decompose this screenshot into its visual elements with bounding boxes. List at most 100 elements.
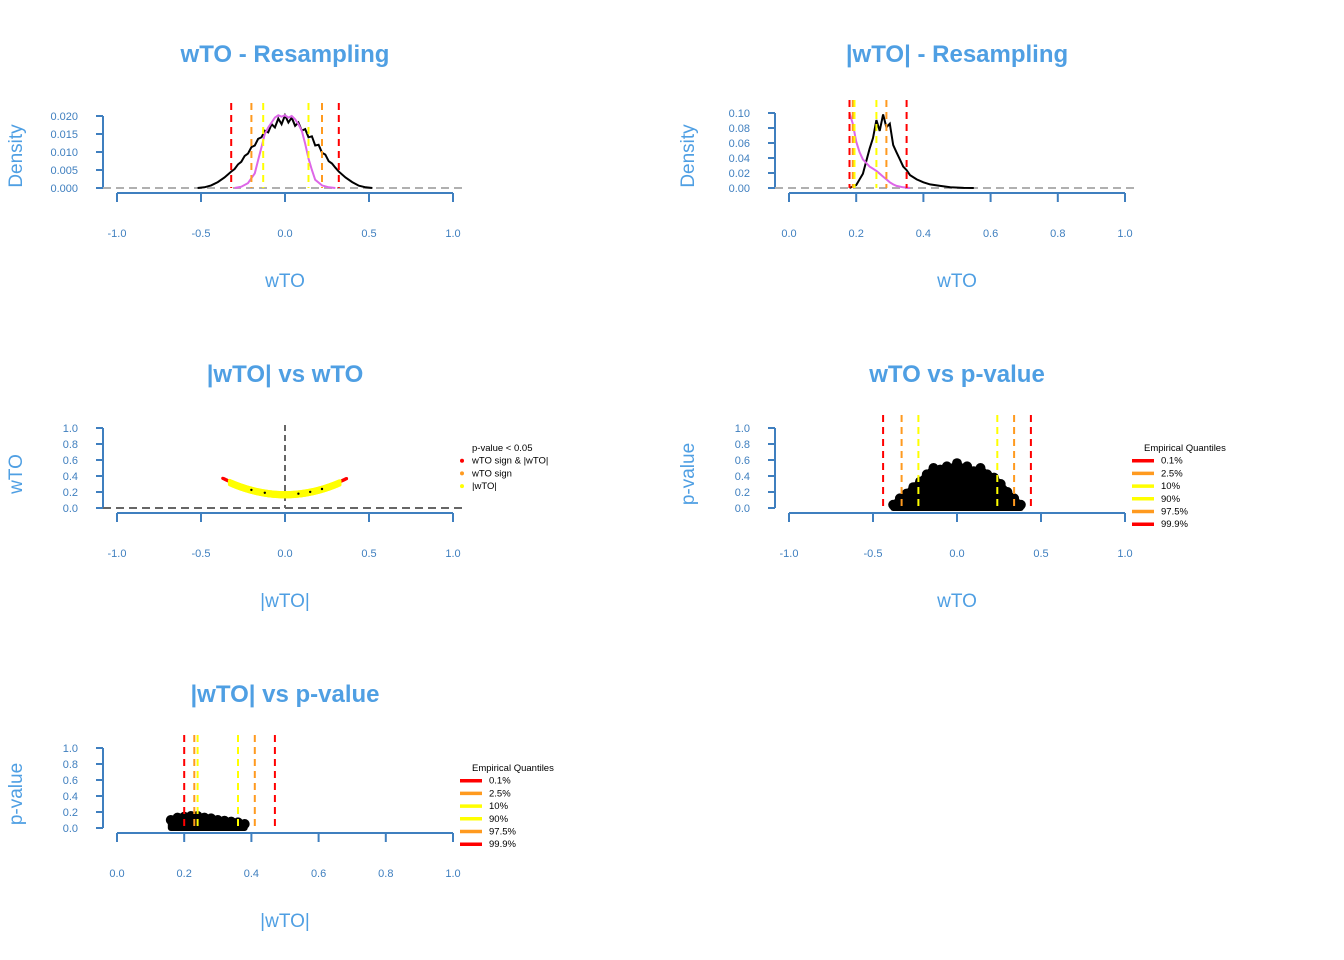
y-tick-label: 0.02 xyxy=(729,168,750,180)
chart-title: wTO - Resampling xyxy=(180,41,390,68)
x-tick-label: -0.5 xyxy=(864,548,883,560)
scatter-point xyxy=(921,469,932,480)
legend-label: 90% xyxy=(489,814,509,825)
y-tick-label: 0.4 xyxy=(735,471,750,483)
density-series-line xyxy=(849,114,974,189)
y-axis-label: p-value xyxy=(678,443,699,505)
y-axis-label: Density xyxy=(678,124,699,188)
x-axis-label: |wTO| xyxy=(260,911,310,932)
y-tick-label: 1.0 xyxy=(63,743,78,755)
x-tick-label: 0.5 xyxy=(1033,548,1048,560)
x-axis-label: wTO xyxy=(936,591,977,612)
legend-label: 99.9% xyxy=(1161,519,1188,530)
y-tick-label: 1.0 xyxy=(735,423,750,435)
y-tick-label: 0.015 xyxy=(50,129,78,141)
legend-title: Empirical Quantiles xyxy=(472,763,554,774)
y-tick-label: 0.0 xyxy=(63,503,78,515)
x-tick-label: 0.0 xyxy=(277,548,292,560)
legend-label: |wTO| xyxy=(472,481,497,492)
y-tick-label: 0.8 xyxy=(63,439,78,451)
y-tick-label: 0.10 xyxy=(729,108,750,120)
y-tick-label: 0.005 xyxy=(50,165,78,177)
x-tick-label: 0.0 xyxy=(781,228,796,240)
legend-title: Empirical Quantiles xyxy=(1144,443,1226,454)
x-axis-label: |wTO| xyxy=(260,591,310,612)
legend-label: 0.1% xyxy=(1161,456,1183,467)
y-tick-label: 0.4 xyxy=(63,791,78,803)
scatter-point xyxy=(297,492,300,495)
y-tick-label: 0.0 xyxy=(63,823,78,835)
scatter-point xyxy=(344,477,349,481)
x-tick-label: 1.0 xyxy=(1117,228,1132,240)
x-tick-label: 1.0 xyxy=(445,228,460,240)
density-series-line xyxy=(234,114,336,189)
chart-panel-p3: |wTO| vs wTO |wTO| wTO 0.0 0.2 0.4 0.6 0.8 1.0 -1… xyxy=(6,361,548,612)
x-tick-label: 0.8 xyxy=(378,868,393,880)
legend-label: 99.9% xyxy=(489,839,516,850)
legend: p-value < 0.05 wTO sign & |wTO|wTO sign |w… xyxy=(460,443,548,492)
x-tick-label: 0.0 xyxy=(949,548,964,560)
y-tick-label: 0.04 xyxy=(729,153,750,165)
y-tick-label: 0.06 xyxy=(729,138,750,150)
x-tick-label: -0.5 xyxy=(192,228,211,240)
legend-label: 2.5% xyxy=(489,788,511,799)
y-axis-label: p-value xyxy=(6,763,27,825)
x-tick-label: 0.0 xyxy=(277,228,292,240)
y-tick-label: 0.0 xyxy=(735,503,750,515)
x-tick-label: 0.8 xyxy=(1050,228,1065,240)
x-tick-label: 0.4 xyxy=(244,868,259,880)
scatter-point xyxy=(239,819,250,829)
scatter-point xyxy=(320,487,324,491)
chart-panel-p1: wTO - ResamplingwTODensity0.0000.0050.01… xyxy=(6,41,465,292)
y-tick-label: 0.2 xyxy=(63,487,78,499)
legend-label: 10% xyxy=(1161,481,1181,492)
x-tick-label: 0.2 xyxy=(849,228,864,240)
y-tick-label: 0.000 xyxy=(50,183,78,195)
legend-label: wTO sign xyxy=(471,468,512,479)
x-tick-label: 0.2 xyxy=(177,868,192,880)
density-series-line xyxy=(848,112,911,189)
legend-marker xyxy=(460,471,464,476)
legend-label: wTO sign & |wTO| xyxy=(471,456,548,467)
x-tick-label: 1.0 xyxy=(1117,548,1132,560)
legend-marker xyxy=(460,458,464,463)
chart-title: wTO vs p-value xyxy=(868,361,1045,388)
legend: Empirical Quantiles 0.1%2.5% 10% 90% 97.5%99… xyxy=(1132,443,1226,530)
scatter-point xyxy=(888,499,899,510)
scatter-point xyxy=(1009,493,1020,504)
y-tick-label: 0.6 xyxy=(63,775,78,787)
x-tick-label: 1.0 xyxy=(445,868,460,880)
chart-title: |wTO| vs wTO xyxy=(207,361,364,388)
y-tick-label: 0.4 xyxy=(63,471,78,483)
legend: Empirical Quantiles 0.1%2.5% 10% 90% 97.5%99… xyxy=(460,763,554,850)
x-tick-label: 0.5 xyxy=(361,548,376,560)
x-tick-label: 1.0 xyxy=(445,548,460,560)
density-series-line xyxy=(197,112,373,189)
legend-label: 10% xyxy=(489,801,509,812)
x-tick-label: 0.4 xyxy=(916,228,931,240)
x-axis-label: wTO xyxy=(264,271,305,292)
scatter-point xyxy=(901,488,912,499)
legend-title: p-value < 0.05 xyxy=(472,443,532,454)
scatter-point xyxy=(975,463,986,473)
chart-title: |wTO| - Resampling xyxy=(846,41,1068,68)
scatter-point xyxy=(263,491,266,494)
chart-title: |wTO| vs p-value xyxy=(190,681,379,708)
x-tick-label: 0.6 xyxy=(983,228,998,240)
x-tick-label: -1.0 xyxy=(108,548,127,560)
y-tick-label: 0.6 xyxy=(63,455,78,467)
x-tick-label: -0.5 xyxy=(192,548,211,560)
y-tick-label: 0.8 xyxy=(63,759,78,771)
x-axis-label: wTO xyxy=(936,271,977,292)
legend-label: 0.1% xyxy=(489,776,511,787)
legend-label: 97.5% xyxy=(489,827,516,838)
y-tick-label: 0.010 xyxy=(50,147,78,159)
legend-label: 2.5% xyxy=(1161,468,1183,479)
chart-panel-p2: |wTO| - Resampling wTO Density 0.00 0.02 0.04… xyxy=(678,41,1137,292)
chart-panel-p4: wTO vs p-value wTO p-value 0.0 0.2 0.4 0.6 0.8 1… xyxy=(678,361,1226,612)
y-tick-label: 0.00 xyxy=(729,183,750,195)
y-tick-label: 0.2 xyxy=(63,807,78,819)
legend-label: 90% xyxy=(1161,494,1181,505)
y-axis-label: Density xyxy=(6,124,27,188)
